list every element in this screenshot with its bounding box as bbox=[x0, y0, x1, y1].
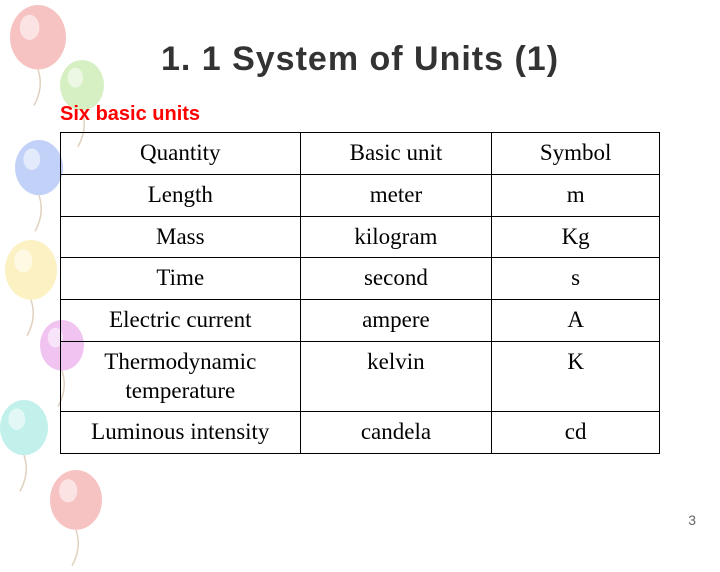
slide-content: 1. 1 System of Units (1) Six basic units… bbox=[0, 0, 720, 454]
units-table: Quantity Basic unit Symbol Length meter … bbox=[60, 132, 660, 454]
cell-symbol: s bbox=[492, 258, 660, 300]
cell-quantity: Time bbox=[61, 258, 301, 300]
cell-symbol: cd bbox=[492, 412, 660, 454]
table-row: Luminous intensity candela cd bbox=[61, 412, 660, 454]
cell-unit: second bbox=[300, 258, 492, 300]
cell-quantity: Luminous intensity bbox=[61, 412, 301, 454]
cell-symbol: K bbox=[492, 341, 660, 412]
cell-symbol: m bbox=[492, 174, 660, 216]
header-symbol: Symbol bbox=[492, 133, 660, 175]
table-row: Thermodynamic temperature kelvin K bbox=[61, 341, 660, 412]
cell-symbol: A bbox=[492, 300, 660, 342]
page-number: 3 bbox=[688, 512, 696, 528]
cell-quantity: Electric current bbox=[61, 300, 301, 342]
cell-quantity: Thermodynamic temperature bbox=[61, 341, 301, 412]
table-row: Time second s bbox=[61, 258, 660, 300]
cell-unit: ampere bbox=[300, 300, 492, 342]
page-title: 1. 1 System of Units (1) bbox=[60, 40, 660, 79]
cell-unit: kilogram bbox=[300, 216, 492, 258]
cell-quantity: Length bbox=[61, 174, 301, 216]
cell-unit: candela bbox=[300, 412, 492, 454]
header-quantity: Quantity bbox=[61, 133, 301, 175]
cell-symbol: Kg bbox=[492, 216, 660, 258]
table-row: Electric current ampere A bbox=[61, 300, 660, 342]
subtitle: Six basic units bbox=[60, 103, 660, 126]
cell-unit: meter bbox=[300, 174, 492, 216]
table-header-row: Quantity Basic unit Symbol bbox=[61, 133, 660, 175]
header-basic-unit: Basic unit bbox=[300, 133, 492, 175]
cell-unit: kelvin bbox=[300, 341, 492, 412]
table-row: Length meter m bbox=[61, 174, 660, 216]
table-row: Mass kilogram Kg bbox=[61, 216, 660, 258]
cell-quantity: Mass bbox=[61, 216, 301, 258]
